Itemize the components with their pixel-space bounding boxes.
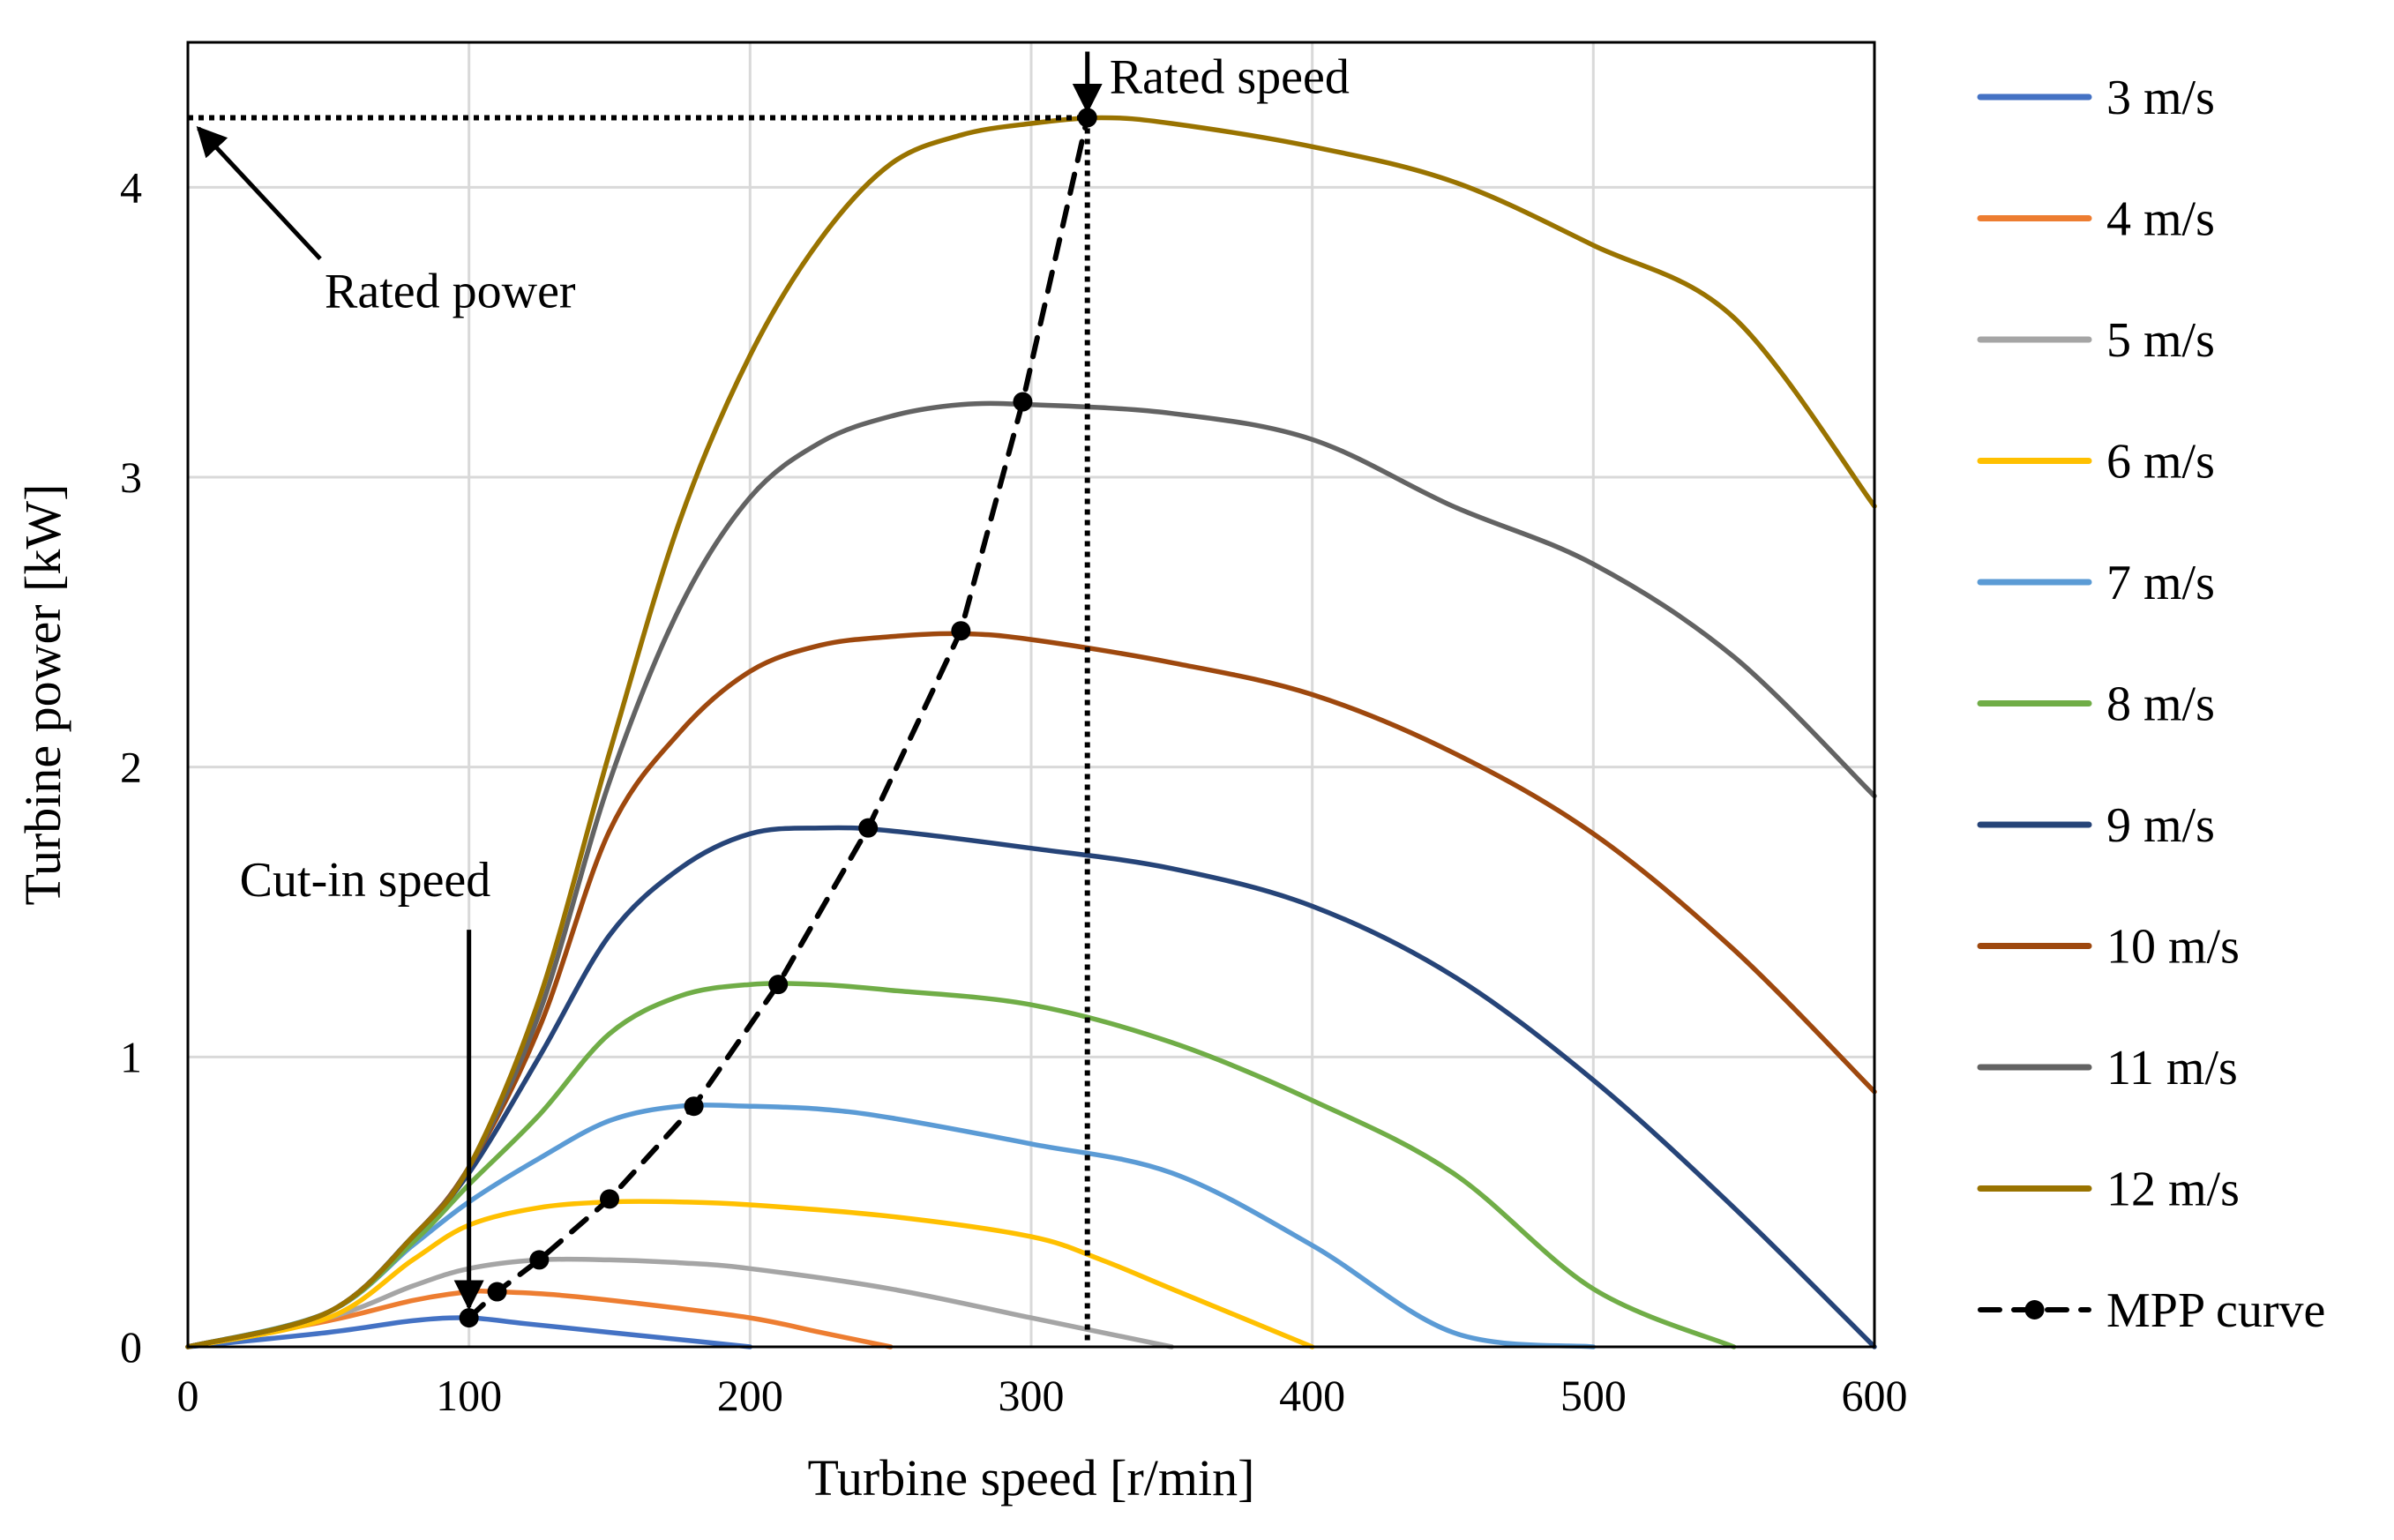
rated-power-arrow <box>196 125 322 261</box>
series-line-4-m-s <box>185 1288 894 1349</box>
y-tick-label: 1 <box>120 1032 142 1081</box>
x-tick-label: 400 <box>1279 1371 1345 1420</box>
series-line-mpp-curve <box>466 115 1090 1321</box>
mpp-point <box>768 975 789 995</box>
mpp-point <box>1013 392 1033 412</box>
x-tick-label: 100 <box>436 1371 502 1420</box>
mpp-point <box>1077 108 1097 128</box>
legend-label-10-m-s: 10 m/s <box>2106 920 2240 975</box>
mpp-point <box>487 1282 507 1302</box>
rated-speed-label: Rated speed <box>1110 49 1350 104</box>
mpp-point <box>459 1308 479 1328</box>
mpp-markers <box>459 108 1097 1328</box>
y-tick-label: 4 <box>120 162 142 212</box>
y-axis-title: Turbine power [kW] <box>14 484 71 906</box>
series-line-12-m-s <box>185 115 1877 1349</box>
legend-label-8-m-s: 8 m/s <box>2106 677 2215 732</box>
annotations: Rated speed Rated power Cut-in speed <box>196 49 1350 1311</box>
x-tick-label: 600 <box>1842 1371 1908 1420</box>
mpp-point <box>684 1096 704 1117</box>
series-lines <box>185 115 1877 1349</box>
y-tick-label: 2 <box>120 743 142 792</box>
axis-ticks: 0 100 200 300 400 500 600 0 1 2 3 4 <box>120 162 1908 1420</box>
rated-guides <box>188 115 1090 1347</box>
mpp-point <box>858 818 879 838</box>
x-tick-label: 500 <box>1560 1371 1627 1420</box>
y-tick-label: 3 <box>120 452 142 502</box>
legend-label-11-m-s: 11 m/s <box>2106 1041 2238 1095</box>
legend-label-5-m-s: 5 m/s <box>2106 313 2215 368</box>
legend-label-mpp-curve: MPP curve <box>2106 1283 2325 1338</box>
series-line-6-m-s <box>185 1199 1315 1349</box>
legend-label-3-m-s: 3 m/s <box>2106 71 2215 125</box>
legend-marker-mpp-curve <box>2024 1300 2045 1319</box>
rated-power-label: Rated power <box>325 264 576 318</box>
legend-label-9-m-s: 9 m/s <box>2106 798 2215 853</box>
mpp-point <box>529 1250 550 1270</box>
x-axis-title: Turbine speed [r/min] <box>808 1449 1255 1506</box>
x-tick-label: 300 <box>999 1371 1065 1420</box>
x-tick-label: 200 <box>717 1371 783 1420</box>
series-line-7-m-s <box>185 1103 1597 1349</box>
cut-in-speed-label: Cut-in speed <box>240 853 491 908</box>
legend-label-12-m-s: 12 m/s <box>2106 1162 2240 1217</box>
legend-label-6-m-s: 6 m/s <box>2106 435 2215 490</box>
legend: 3 m/s 4 m/s 5 m/s 6 m/s 7 m/s 8 m/s 9 m/s 10 m/… <box>1977 71 2325 1338</box>
legend-label-4-m-s: 4 m/s <box>2106 192 2215 247</box>
plot-frame <box>186 41 1876 1349</box>
y-tick-label: 0 <box>120 1322 142 1372</box>
series-line-8-m-s <box>185 981 1737 1349</box>
mpp-point <box>600 1189 619 1209</box>
gridlines <box>188 42 1874 1347</box>
mpp-point <box>951 621 971 641</box>
x-tick-label: 0 <box>177 1371 199 1420</box>
legend-label-7-m-s: 7 m/s <box>2106 556 2215 610</box>
series-line-5-m-s <box>185 1256 1175 1349</box>
series-line-3-m-s <box>185 1315 753 1349</box>
